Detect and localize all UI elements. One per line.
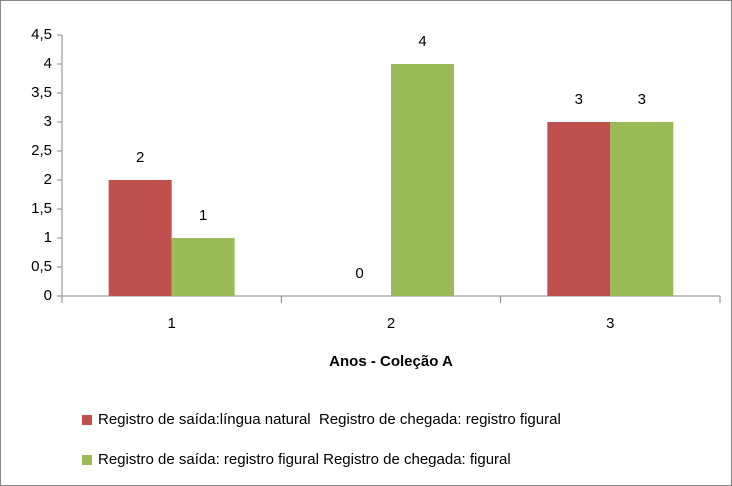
data-label: 4 (418, 33, 426, 50)
x-tick-label: 2 (387, 315, 395, 332)
legend-label: Registro de saída:língua natural Registr… (98, 411, 561, 428)
bar (547, 122, 611, 296)
legend-swatch (82, 415, 92, 425)
data-label: 3 (638, 91, 646, 108)
y-tick-label: 2,5 (31, 142, 52, 159)
x-tick-label: 1 (167, 315, 175, 332)
x-axis-label: Anos - Coleção A (329, 353, 453, 370)
bar (171, 238, 235, 296)
bar (391, 64, 454, 296)
legend-label: Registro de saída: registro figural Regi… (98, 451, 511, 468)
y-tick-label: 1,5 (31, 200, 52, 217)
bar (610, 122, 674, 296)
data-label: 2 (136, 149, 144, 166)
y-tick-label: 1 (44, 229, 52, 246)
y-tick-label: 0,5 (31, 258, 52, 275)
y-tick-label: 4 (44, 55, 52, 72)
legend-swatch (82, 455, 92, 465)
data-label: 1 (199, 207, 207, 224)
y-tick-label: 3 (44, 113, 52, 130)
data-label: 0 (355, 265, 363, 282)
y-tick-label: 4,5 (31, 26, 52, 43)
x-tick-label: 3 (606, 315, 614, 332)
y-tick-label: 3,5 (31, 84, 52, 101)
y-tick-label: 2 (44, 171, 52, 188)
bar (108, 180, 172, 296)
y-tick-label: 0 (44, 287, 52, 304)
data-label: 3 (575, 91, 583, 108)
